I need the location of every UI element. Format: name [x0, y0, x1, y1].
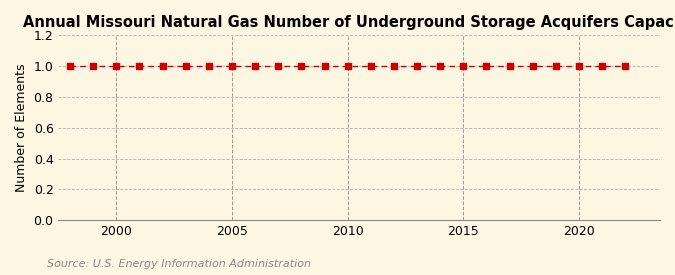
Title: Annual Missouri Natural Gas Number of Underground Storage Acquifers Capacity: Annual Missouri Natural Gas Number of Un…: [23, 15, 675, 30]
Text: Source: U.S. Energy Information Administration: Source: U.S. Energy Information Administ…: [47, 259, 311, 269]
Y-axis label: Number of Elements: Number of Elements: [15, 64, 28, 192]
